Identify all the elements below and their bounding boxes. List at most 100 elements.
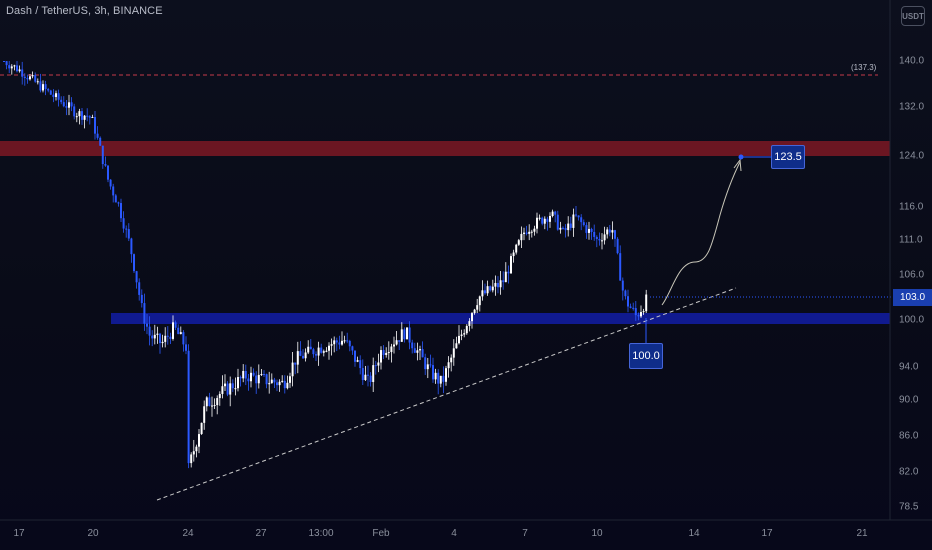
candle-body (549, 215, 551, 222)
candle-body (276, 382, 278, 386)
candle-body (101, 145, 104, 165)
candle-body (569, 223, 572, 228)
candle-body (325, 350, 328, 352)
candle-body (606, 229, 609, 235)
candle-body (452, 348, 455, 358)
candle-body (517, 240, 520, 245)
candle-body (195, 446, 198, 452)
candle-body (330, 344, 333, 346)
candle-body (68, 102, 70, 108)
symbol-title: Dash / TetherUS, 3h, BINANCE (6, 5, 163, 17)
candle-body (94, 117, 96, 134)
target-callout: 123.5 (771, 145, 805, 169)
candle-body (590, 228, 593, 232)
candle-body (439, 375, 442, 384)
candle-body (536, 217, 538, 229)
candle-body (36, 81, 39, 83)
candle-body (447, 362, 450, 369)
candle-body (86, 115, 89, 117)
candle-body (159, 333, 161, 344)
x-tick-label: 17 (761, 528, 773, 539)
x-tick-label: 7 (522, 528, 528, 539)
candle-body (148, 326, 151, 336)
candle-body (265, 374, 268, 385)
candle-body (153, 334, 156, 339)
candle-body (200, 422, 203, 435)
candle-body (468, 321, 471, 326)
candle-body (60, 99, 63, 103)
candle-body (114, 195, 117, 203)
candle-body (413, 348, 416, 353)
candle-body (528, 231, 531, 234)
candle-body (593, 231, 596, 237)
resistance-zone (0, 141, 890, 156)
candle-body (515, 244, 518, 253)
candle-body (55, 93, 57, 97)
candle-body (507, 271, 510, 274)
current-price-tag: 103.0 (893, 289, 932, 306)
candle-body (122, 218, 125, 229)
candle-body (250, 372, 252, 382)
candle-body (481, 290, 484, 297)
candle-body (395, 340, 398, 345)
candle-body (621, 280, 624, 291)
candle-body (580, 217, 583, 223)
candle-body (564, 227, 567, 231)
currency-badge[interactable]: USDT (901, 6, 925, 26)
candle-body (52, 94, 55, 97)
candle-body (263, 374, 265, 376)
candle-body (608, 229, 611, 233)
candle-body (239, 377, 242, 379)
candle-body (117, 202, 120, 204)
candle-body (218, 393, 221, 399)
candle-body (208, 397, 211, 407)
y-tick-label: 94.0 (899, 361, 919, 373)
candle-body (172, 322, 174, 339)
candle-body (237, 377, 239, 389)
y-tick-label: 116.0 (899, 201, 924, 213)
candle-body (523, 232, 525, 234)
candle-body (112, 186, 115, 196)
y-tick-label: 140.0 (899, 55, 925, 67)
candle-body (351, 346, 354, 351)
candle-body (44, 84, 47, 90)
candle-body (473, 309, 476, 314)
candle-body (546, 218, 549, 222)
y-tick-label: 100.0 (899, 314, 925, 326)
candle-body (551, 211, 554, 216)
candle-body (645, 294, 648, 312)
y-tick-label: 106.0 (899, 269, 925, 281)
candle-body (42, 84, 44, 91)
candle-body (169, 336, 172, 339)
candle-body (491, 286, 494, 291)
candle-body (616, 238, 619, 254)
candle-body (257, 374, 260, 384)
candle-body (73, 106, 76, 117)
candle-body (328, 345, 330, 351)
candle-body (385, 352, 388, 355)
support-touch-callout: 100.0 (629, 343, 663, 369)
candle-body (260, 374, 263, 376)
candle-body (416, 350, 419, 353)
candle-body (13, 65, 16, 67)
candle-body (312, 349, 315, 355)
candle-body (640, 312, 642, 317)
projection-arrowhead (733, 158, 742, 172)
candle-body (382, 350, 385, 355)
candle-body (177, 327, 180, 335)
candle-body (411, 342, 414, 349)
candle-body (5, 61, 8, 66)
candle-body (104, 164, 107, 166)
candle-body (359, 360, 362, 369)
candle-body (247, 378, 250, 382)
candle-body (26, 78, 29, 80)
candle-body (57, 93, 60, 100)
candle-body (29, 76, 31, 80)
candle-body (374, 365, 377, 367)
candles-group (3, 61, 648, 469)
x-tick-label: 27 (255, 528, 267, 539)
projection-path (661, 161, 741, 306)
candle-body (304, 352, 307, 359)
candle-body (629, 306, 632, 308)
